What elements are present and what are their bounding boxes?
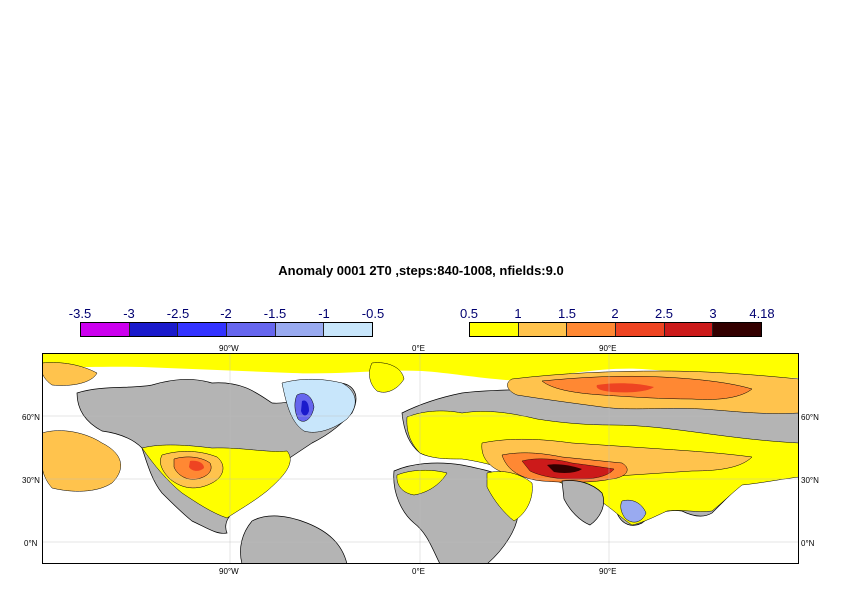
colorbar-neg-label: -1 [318,306,330,321]
north-pacific-warm-region [42,362,98,386]
colorbar-swatch-pos-2 [567,323,617,336]
colorbar-neg-label: -1.5 [263,306,287,321]
colorbar-swatch-neg-5 [324,323,373,336]
colorbar-swatch-pos-0 [470,323,519,336]
hudson-cold-inner [301,400,309,416]
arctic-anomaly-region [42,353,799,381]
right-lat-label: 60°N [801,413,819,422]
colorbar-swatch-neg-2 [178,323,228,336]
top-lon-label: 0°E [412,344,425,353]
positive-colorbar [469,322,762,337]
siberia-core [596,383,654,393]
himalaya-extreme-core [547,464,582,473]
southeast-asia-cold-region [620,499,647,523]
map-canvas [42,353,799,564]
negative-colorbar [80,322,373,337]
right-lat-label: 0°N [801,539,815,548]
top-lon-label: 90°W [219,344,239,353]
colorbar-pos-label: 3 [709,306,717,321]
chart-title: Anomaly 0001 2T0 ,steps:840-1008, nfield… [278,263,564,278]
arabia-warm-region [486,471,533,522]
bottom-lon-label: 0°E [412,567,425,576]
colorbar-pos-label: 1 [514,306,522,321]
left-lat-label: 60°N [22,413,40,422]
colorbar-swatch-neg-4 [275,323,325,336]
right-lat-label: 30°N [801,476,819,485]
bottom-lon-label: 90°W [219,567,239,576]
pacific-warm-region [42,430,121,492]
colorbar-swatch-neg-1 [129,323,179,336]
colorbar-pos-label: 1.5 [557,306,577,321]
colorbar-neg-label: -2.5 [166,306,190,321]
map-frame [42,353,799,564]
southwest-us-core [189,460,204,471]
colorbar-neg-label: -2 [220,306,232,321]
colorbar-swatch-pos-4 [664,323,714,336]
colorbar-neg-label: -3.5 [68,306,92,321]
graticule [42,353,799,564]
colorbar-neg-label: -0.5 [361,306,385,321]
sahara-warm-region [396,470,448,496]
greenland-region [369,362,405,393]
left-lat-label: 30°N [22,476,40,485]
colorbar-pos-label: 2.5 [654,306,674,321]
left-lat-label: 0°N [24,539,38,548]
anomaly-map [42,353,799,564]
colorbar-swatch-pos-1 [518,323,568,336]
bottom-lon-label: 90°E [599,567,617,576]
colorbar-pos-label: 4.18 [749,306,775,321]
top-lon-label: 90°E [599,344,617,353]
colorbar-swatch-pos-5 [713,323,762,336]
colorbar-swatch-neg-0 [81,323,130,336]
colorbar-neg-label: -3 [123,306,135,321]
colorbar-swatch-neg-3 [227,323,276,336]
colorbar-swatch-pos-3 [616,323,665,336]
colorbar-pos-label: 2 [611,306,619,321]
colorbar-pos-label: 0.5 [459,306,479,321]
india-land [561,480,604,526]
